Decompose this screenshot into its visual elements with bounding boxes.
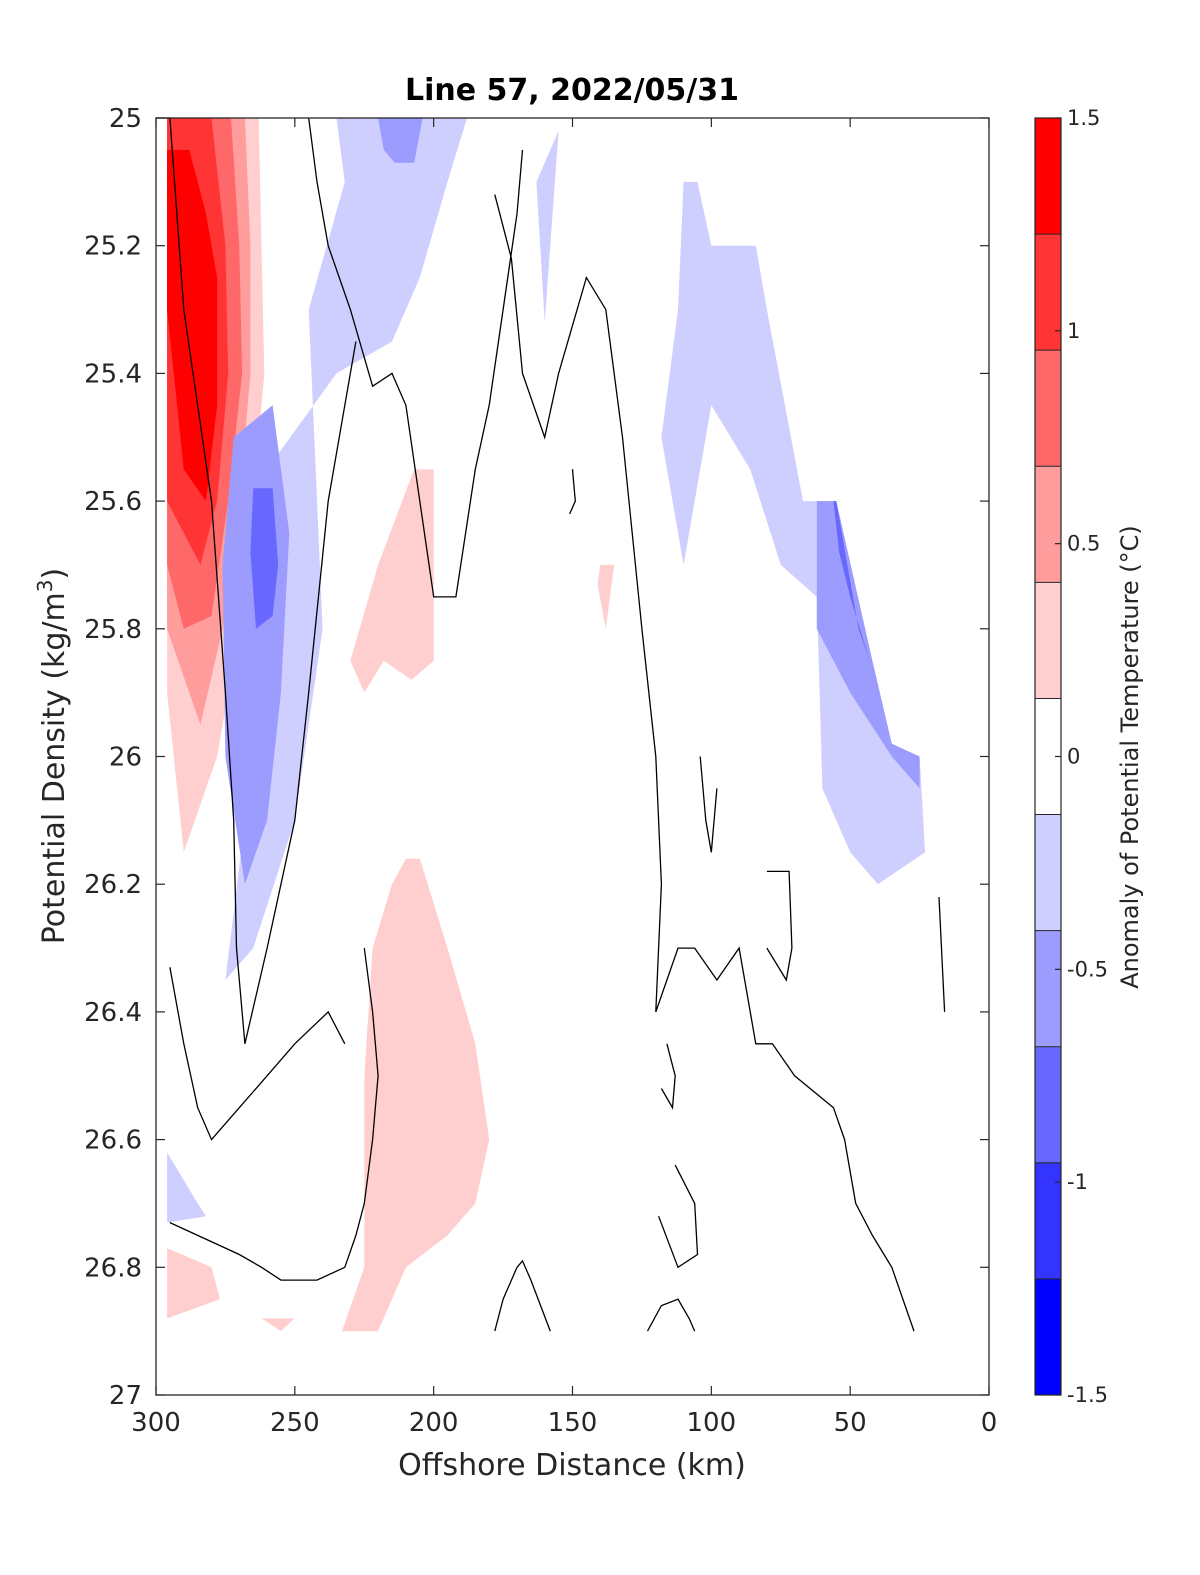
y-axis-label-sup: 3 [33,579,57,592]
y-axis-label: Potential Density (kg/m3) [33,568,72,944]
colorbar-swatch-6 [1035,582,1061,699]
y-tick-label-10: 27 [109,1381,142,1411]
contour-line-6 [938,896,946,1012]
contour-line-12 [169,948,379,1281]
filled-region-10 [661,181,926,885]
filled-region-12 [833,501,870,661]
contour-line-7 [660,1043,676,1110]
colorbar-tick-label-6: -1.5 [1067,1383,1108,1407]
colorbar-swatch-1 [1035,1162,1061,1279]
contour-line-11 [169,967,346,1141]
y-tick-label-5: 26 [109,743,142,773]
x-tick-label-4: 100 [687,1408,737,1438]
colorbar-label: Anomaly of Potential Temperature (°C) [1116,525,1144,989]
y-tick-label-1: 25.2 [84,232,142,262]
x-tick-label-2: 200 [409,1408,459,1438]
y-tick-label-2: 25.4 [84,359,142,389]
contour-line-5 [766,870,793,982]
filled-region-16 [597,564,615,629]
contour-line-2 [494,194,915,1332]
colorbar-tick-label-1: 1 [1067,319,1080,343]
y-tick-label-4: 25.8 [84,615,142,645]
x-tick-label-3: 150 [548,1408,598,1438]
y-tick-label-6: 26.2 [84,870,142,900]
colorbar-swatch-10 [1035,118,1061,235]
colorbar-swatch-0 [1035,1278,1061,1395]
x-tick-label-1: 250 [270,1408,320,1438]
y-tick-label-3: 25.6 [84,487,142,517]
colorbar-tick-label-2: 0.5 [1067,532,1100,556]
colorbar-swatch-3 [1035,930,1061,1047]
filled-region-18 [261,1318,295,1332]
x-axis-label: Offshore Distance (km) [398,1448,746,1483]
y-tick-label-7: 26.4 [84,998,142,1028]
colorbar-tick-label-4: -0.5 [1067,957,1108,981]
colorbar-swatch-9 [1035,234,1061,351]
contour-line-1 [308,117,524,598]
colorbar-swatch-4 [1035,814,1061,931]
filled-region-5 [225,118,467,980]
filled-region-14 [350,469,434,693]
filled-region-8 [378,118,423,163]
filled-region-4 [167,149,218,502]
y-axis-label-end: ) [37,568,72,580]
filled-region-9 [536,130,559,323]
y-tick-label-0: 25 [109,104,142,134]
x-tick-label-5: 50 [834,1408,867,1438]
contour-line-9 [646,1298,696,1332]
zero-contour-lines [156,117,946,1332]
y-axis-label-base: Potential Density (kg/m [37,592,72,944]
contour-line-0 [156,117,357,1044]
y-axis-ticks: 25 25.2 25.4 25.6 25.8 26 26.2 26.4 26.6 26.8 27 [84,104,989,1411]
y-tick-label-8: 26.6 [84,1126,142,1156]
colorbar-tick-label-5: -1 [1067,1170,1088,1194]
contour-line-4 [699,756,718,853]
y-tick-label-9: 26.8 [84,1253,142,1283]
colorbar: 1.5 1 0.5 0 -0.5 -1 -1.5 [1034,106,1108,1407]
filled-region-7 [250,488,279,629]
colorbar-swatch-7 [1035,466,1061,583]
filled-region-15 [342,858,490,1332]
colorbar-swatch-8 [1035,350,1061,467]
filled-region-13 [167,1152,206,1223]
plot-area: 300 250 200 150 100 50 0 2525.225.425.625.8262… [84,104,997,1438]
colorbar-swatch-2 [1035,1046,1061,1163]
x-axis-ticks: 300 250 200 150 100 50 0 [131,118,997,1438]
contour-line-10 [494,1259,551,1332]
filled-region-17 [167,1248,220,1319]
filled-region-11 [816,501,920,789]
chart-title: Line 57, 2022/05/31 [405,73,739,108]
colorbar-tick-label-0: 1.5 [1067,106,1100,130]
contour-line-8 [657,1164,699,1269]
colorbar-tick-label-3: 0 [1067,745,1080,769]
contour-line-3 [569,469,576,515]
x-tick-label-6: 0 [981,1408,998,1438]
x-tick-label-0: 300 [131,1408,181,1438]
filled-contours [167,118,926,1332]
